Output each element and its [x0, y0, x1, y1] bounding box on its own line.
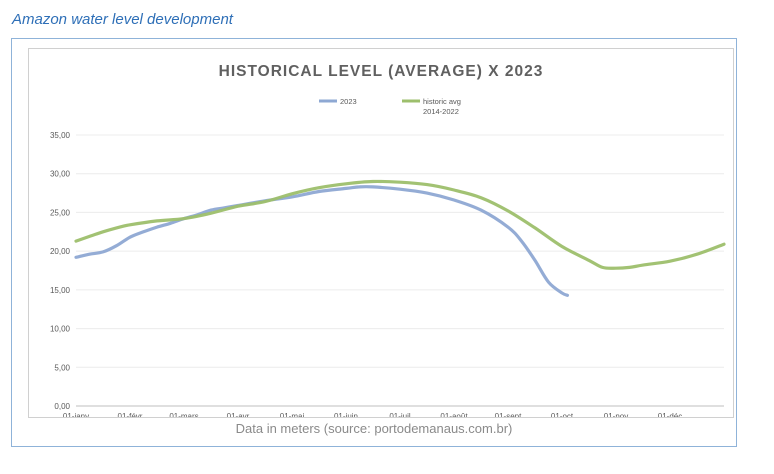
legend-label-line2: 2014-2022 [423, 107, 459, 116]
series-line-historic-avg [74, 179, 726, 270]
y-axis-ticks: 0,00 5,00 10,00 15,00 20,00 25,00 30,00 35,00 [50, 131, 71, 411]
x-tick-label: 01-janv [63, 412, 89, 417]
x-tick-label: 01-mars [169, 412, 198, 417]
x-tick-label: 01-mai [280, 412, 305, 417]
x-tick-label: 01-avr [227, 412, 250, 417]
y-tick-label: 20,00 [50, 247, 71, 256]
y-tick-label: 35,00 [50, 131, 71, 140]
figure-frame: HISTORICAL LEVEL (AVERAGE) X 2023 2023 hi… [11, 38, 737, 447]
x-tick-label: 01-sept [495, 412, 522, 417]
line-chart: HISTORICAL LEVEL (AVERAGE) X 2023 2023 hi… [50, 63, 726, 421]
x-axis-ticks: 01-janv 01-févr 01-mars 01-avr 01-mai 01-juin… [63, 412, 682, 421]
legend-label: historic avg [423, 97, 461, 106]
y-tick-label: 5,00 [54, 363, 70, 372]
legend-label: 2023 [340, 97, 357, 106]
page-heading: Amazon water level development [12, 11, 233, 28]
x-tick-label: 01-juil [389, 412, 411, 417]
x-tick-label: 01-août [440, 412, 468, 417]
y-tick-label: 10,00 [50, 325, 71, 334]
chart-series [74, 179, 726, 297]
series-line-2023 [74, 185, 569, 297]
chart-title: HISTORICAL LEVEL (AVERAGE) X 2023 [219, 63, 544, 80]
chart-grid [76, 134, 724, 407]
x-tick-label: 01-nov [604, 412, 628, 417]
x-tick-label: 01-févr [118, 412, 143, 417]
y-tick-label: 0,00 [54, 402, 70, 411]
x-tick-label: 01-juin [334, 412, 358, 417]
y-tick-label: 30,00 [50, 170, 71, 179]
x-tick-label: 01-oct [551, 412, 574, 417]
y-tick-label: 25,00 [50, 208, 71, 217]
x-tick-label: 01-déc [658, 412, 682, 417]
chart-container: HISTORICAL LEVEL (AVERAGE) X 2023 2023 hi… [28, 48, 734, 421]
y-tick-label: 15,00 [50, 286, 71, 295]
source-note: Data in meters (source: portodemanaus.co… [235, 421, 513, 436]
